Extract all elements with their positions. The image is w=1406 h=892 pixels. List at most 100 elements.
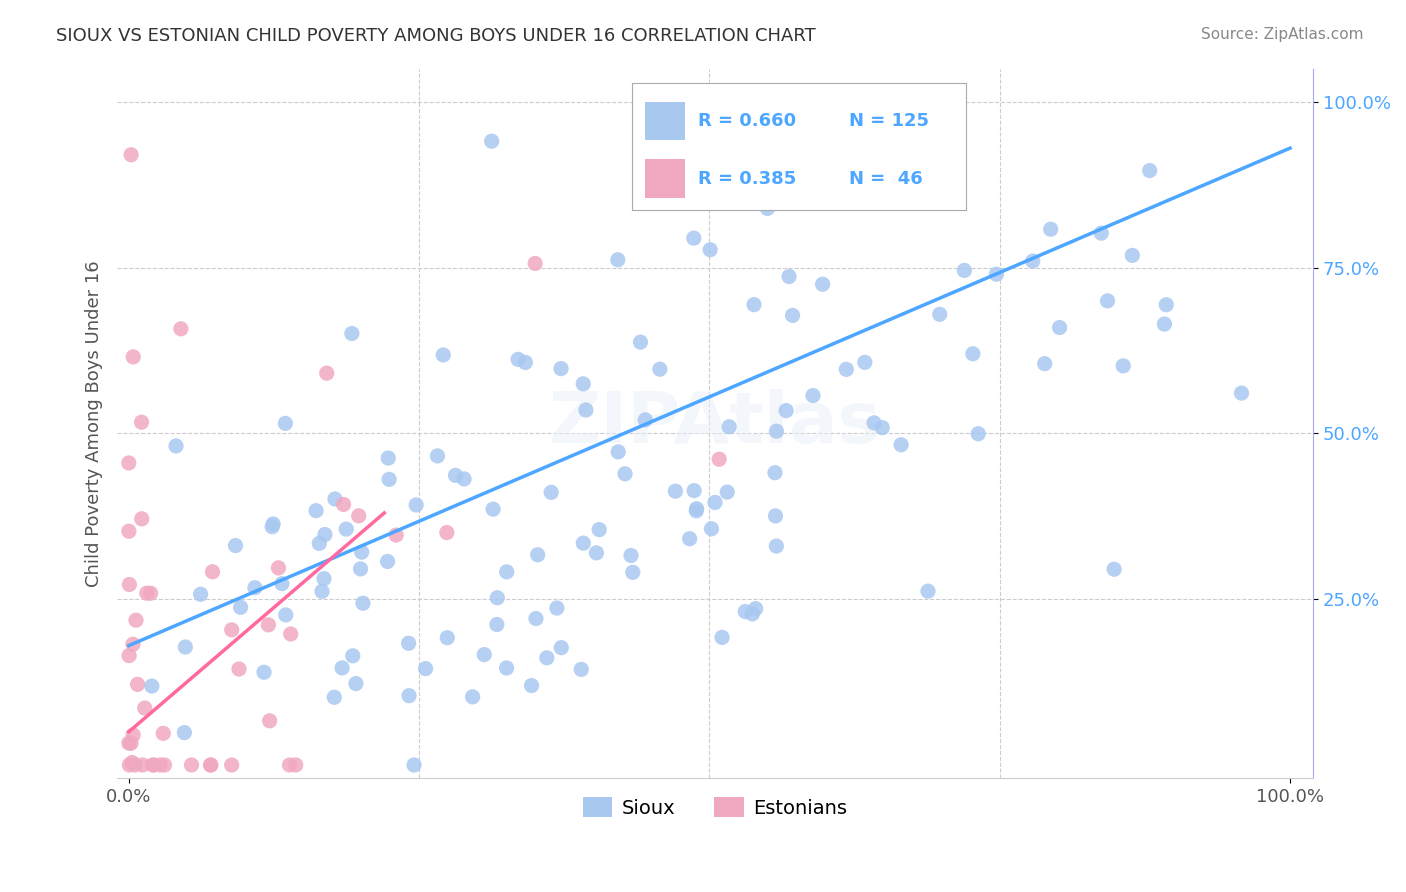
Point — [765, 508, 787, 523]
Point — [742, 298, 765, 312]
Point — [180, 758, 202, 772]
Text: SIOUX VS ESTONIAN CHILD POVERTY AMONG BOYS UNDER 16 CORRELATION CHART: SIOUX VS ESTONIAN CHILD POVERTY AMONG BO… — [56, 27, 815, 45]
Point — [614, 467, 637, 481]
Point — [259, 714, 281, 728]
Point — [607, 445, 630, 459]
Point — [121, 756, 143, 770]
Point — [340, 326, 363, 341]
Point — [131, 415, 153, 429]
Point — [190, 587, 212, 601]
Point — [744, 601, 766, 615]
Point — [634, 413, 657, 427]
Point — [986, 267, 1008, 281]
Point — [405, 498, 427, 512]
Point — [398, 689, 420, 703]
Point — [699, 243, 721, 257]
Point — [170, 322, 193, 336]
Point — [347, 508, 370, 523]
Text: Source: ZipAtlas.com: Source: ZipAtlas.com — [1201, 27, 1364, 42]
Point — [495, 565, 517, 579]
Point — [811, 277, 834, 292]
Point — [928, 307, 950, 321]
Point — [572, 376, 595, 391]
Point — [124, 758, 146, 772]
Point — [284, 758, 307, 772]
Point — [444, 468, 467, 483]
Point — [520, 679, 543, 693]
Point — [1156, 298, 1178, 312]
Point — [436, 631, 458, 645]
Point — [621, 566, 644, 580]
Point — [221, 758, 243, 772]
Point — [118, 648, 141, 663]
Point — [118, 758, 141, 772]
Point — [118, 524, 141, 539]
Point — [165, 439, 187, 453]
Point — [962, 347, 984, 361]
Point — [174, 640, 197, 654]
Point — [472, 648, 495, 662]
Point — [344, 676, 367, 690]
Point — [664, 484, 686, 499]
Point — [315, 366, 337, 380]
Point — [323, 491, 346, 506]
Point — [426, 449, 449, 463]
Point — [134, 701, 156, 715]
Point — [967, 426, 990, 441]
Point — [142, 758, 165, 772]
Point — [482, 502, 505, 516]
Point — [1112, 359, 1135, 373]
Point — [778, 269, 800, 284]
Point — [683, 483, 706, 498]
Point — [262, 519, 284, 533]
Point — [305, 503, 328, 517]
Point — [495, 661, 517, 675]
Point — [685, 501, 707, 516]
Point — [139, 586, 162, 600]
Point — [1230, 386, 1253, 401]
Point — [120, 736, 142, 750]
Point — [461, 690, 484, 704]
Point — [274, 607, 297, 622]
Point — [350, 545, 373, 559]
Point — [648, 362, 671, 376]
Point — [763, 466, 786, 480]
Point — [311, 584, 333, 599]
Point — [432, 348, 454, 362]
Point — [335, 522, 357, 536]
Point — [280, 627, 302, 641]
Point — [308, 536, 330, 550]
Point — [756, 202, 779, 216]
Point — [349, 562, 371, 576]
Point — [228, 662, 250, 676]
Point — [486, 591, 509, 605]
Point — [122, 637, 145, 651]
Point — [332, 497, 354, 511]
Point — [569, 662, 592, 676]
Point — [765, 424, 787, 438]
Point — [257, 618, 280, 632]
Point — [515, 355, 537, 369]
Point — [131, 758, 153, 772]
Point — [173, 725, 195, 739]
Point — [718, 419, 741, 434]
Point — [1039, 222, 1062, 236]
Point — [118, 577, 141, 591]
Point — [620, 549, 643, 563]
Point — [274, 417, 297, 431]
Point — [630, 335, 652, 350]
Point — [890, 438, 912, 452]
Point — [863, 416, 886, 430]
Point — [141, 679, 163, 693]
Point — [524, 611, 547, 625]
Point — [243, 581, 266, 595]
Point — [152, 726, 174, 740]
Point — [122, 350, 145, 364]
Point — [385, 528, 408, 542]
Point — [835, 362, 858, 376]
Point — [540, 485, 562, 500]
Point — [550, 361, 572, 376]
Point — [221, 623, 243, 637]
Point — [588, 523, 610, 537]
Point — [700, 522, 723, 536]
